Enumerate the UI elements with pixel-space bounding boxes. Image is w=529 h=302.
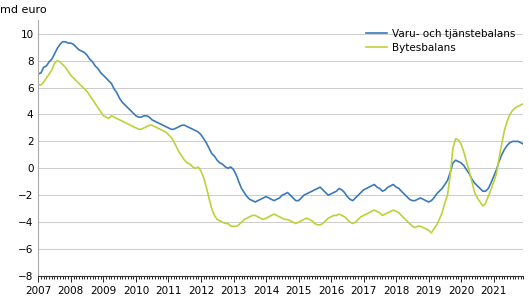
Legend: Varu- och tjänstebalans, Bytesbalans: Varu- och tjänstebalans, Bytesbalans bbox=[362, 25, 518, 56]
Text: md euro: md euro bbox=[0, 5, 46, 15]
Line: Bytesbalans: Bytesbalans bbox=[39, 61, 523, 233]
Line: Varu- och tjänstebalans: Varu- och tjänstebalans bbox=[39, 42, 523, 202]
